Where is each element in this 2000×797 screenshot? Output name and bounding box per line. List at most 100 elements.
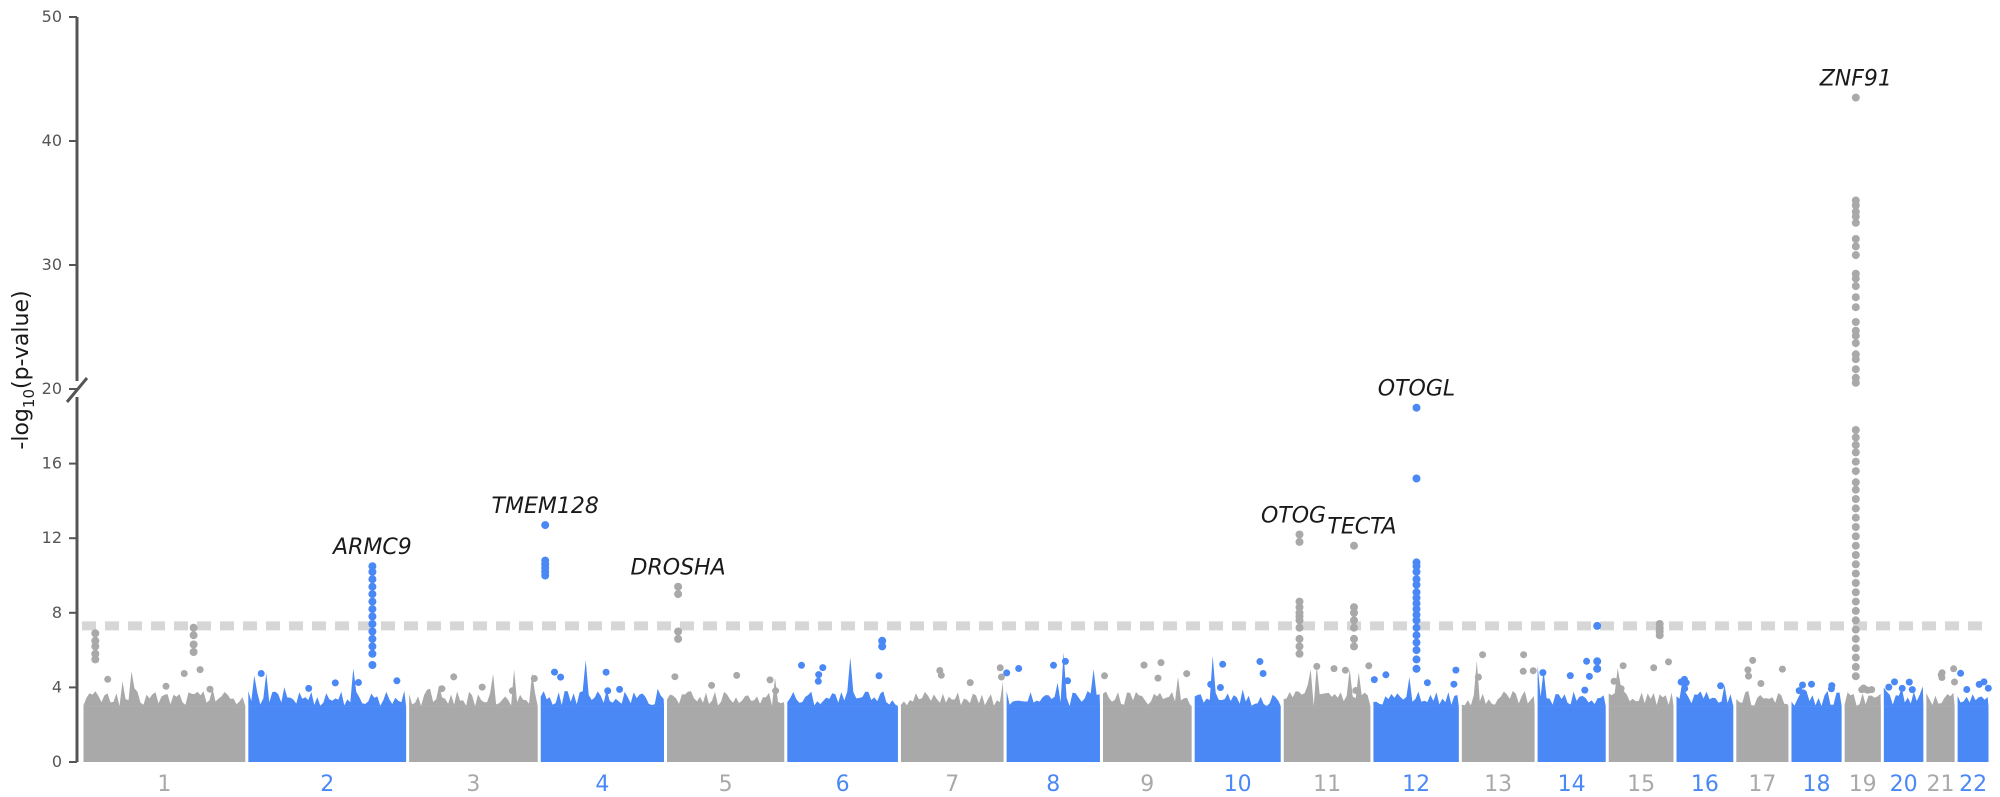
chromosome-noise-22	[1957, 694, 1989, 706]
peak-point	[368, 597, 377, 606]
chromosome-label-16: 16	[1691, 772, 1719, 797]
peak-point	[1295, 603, 1304, 612]
chromosome-label-8: 8	[1046, 772, 1060, 797]
background-point	[1256, 658, 1264, 665]
background-point	[331, 679, 339, 687]
background-point	[206, 685, 214, 693]
chromosome-noise-2	[248, 668, 407, 706]
chromosome-label-4: 4	[595, 772, 609, 797]
peak-point	[1412, 588, 1421, 597]
peak-point	[1851, 212, 1860, 221]
peak-point	[1412, 616, 1421, 625]
gene-label-otog: OTOG	[1261, 504, 1326, 529]
peak-point	[1350, 642, 1358, 651]
chromosome-blocks	[83, 651, 1992, 762]
peak-point	[1851, 365, 1860, 374]
chromosome-label-19: 19	[1849, 772, 1877, 797]
chromosome-band-3	[409, 706, 538, 762]
peak-point	[1851, 433, 1860, 442]
chromosome-band-21	[1926, 706, 1955, 762]
chromosome-band-11	[1283, 706, 1371, 762]
peak-point	[1412, 605, 1421, 614]
chromosome-block-5	[666, 671, 785, 762]
background-point	[1450, 680, 1458, 688]
chromosome-band-20	[1883, 706, 1924, 762]
peak-point	[1851, 523, 1860, 531]
peak-point	[368, 642, 377, 651]
chromosome-block-21	[1926, 665, 1958, 762]
chromosome-block-20	[1883, 678, 1924, 762]
background-point	[1858, 686, 1866, 694]
peak-point	[1412, 646, 1421, 655]
peak-point	[1851, 282, 1860, 291]
peak-point	[1851, 235, 1860, 243]
peak-point	[1851, 513, 1860, 522]
background-point	[1868, 686, 1876, 694]
peak-chr11	[1350, 541, 1358, 651]
chromosome-block-18	[1791, 680, 1842, 762]
background-point	[557, 673, 565, 681]
background-point	[1365, 662, 1373, 670]
peak-point	[1412, 567, 1421, 576]
chromosome-noise-19	[1844, 692, 1881, 706]
peak-point	[541, 521, 550, 530]
peak-point	[368, 627, 377, 636]
chromosome-band-19	[1844, 706, 1881, 762]
peak-point	[1412, 599, 1421, 608]
peak-chr1	[189, 623, 198, 656]
gene-label-tecta: TECTA	[1327, 515, 1396, 540]
peak-point	[1593, 657, 1602, 666]
y-tick-label: 12	[42, 528, 62, 547]
chromosome-labels: 1 2 3 4 5 6 7 8 9 10 11 12 13 14 15 16 17 18 19 20 21 22	[157, 772, 1987, 797]
chromosome-band-18	[1791, 706, 1842, 762]
background-point	[1980, 678, 1988, 686]
peak-point	[1851, 597, 1860, 606]
background-point	[1717, 682, 1725, 690]
peak-point	[878, 636, 887, 645]
background-point	[616, 685, 624, 693]
background-point	[1382, 671, 1390, 679]
chromosome-label-21: 21	[1927, 772, 1955, 797]
peak-point	[368, 634, 377, 643]
chromosome-noise-9	[1103, 676, 1192, 706]
chromosome-label-14: 14	[1558, 772, 1586, 797]
chromosome-noise-18	[1791, 689, 1842, 706]
chromosome-noise-17	[1736, 691, 1789, 706]
peak-point	[1350, 616, 1358, 625]
peak-point	[1350, 603, 1358, 612]
chromosome-band-16	[1676, 706, 1734, 762]
peak-point	[368, 605, 377, 614]
chromosome-block-1	[83, 666, 246, 762]
peak-point	[1851, 662, 1860, 671]
background-point	[196, 666, 204, 674]
chromosome-label-10: 10	[1224, 772, 1252, 797]
peak-point	[189, 640, 198, 649]
chromosome-band-1	[83, 706, 246, 762]
peak-points	[91, 93, 1860, 681]
peak-point	[1851, 478, 1860, 487]
chromosome-block-10	[1194, 655, 1281, 762]
background-point	[1341, 666, 1349, 674]
peak-point	[1295, 597, 1304, 606]
chromosome-label-1: 1	[157, 772, 171, 797]
background-point	[162, 682, 170, 690]
background-point	[1259, 670, 1267, 677]
chromosome-block-7	[900, 664, 1005, 762]
peak-point	[1295, 537, 1304, 546]
peak-point	[1412, 655, 1421, 664]
peak-point	[1295, 649, 1304, 658]
chromosome-noise-4	[540, 659, 664, 706]
peak-point	[1412, 638, 1421, 647]
y-tick-label: 50	[42, 7, 62, 26]
background-point	[1795, 687, 1803, 695]
y-axis-title-main: -log	[9, 408, 34, 449]
background-point	[1539, 669, 1547, 677]
peak-point	[1412, 664, 1421, 673]
peak-point	[368, 562, 377, 571]
background-point	[819, 664, 827, 672]
background-point	[1520, 651, 1528, 659]
background-point	[1745, 672, 1752, 680]
background-point	[1757, 680, 1765, 687]
background-point	[1003, 669, 1011, 677]
chromosome-noise-5	[667, 677, 785, 706]
